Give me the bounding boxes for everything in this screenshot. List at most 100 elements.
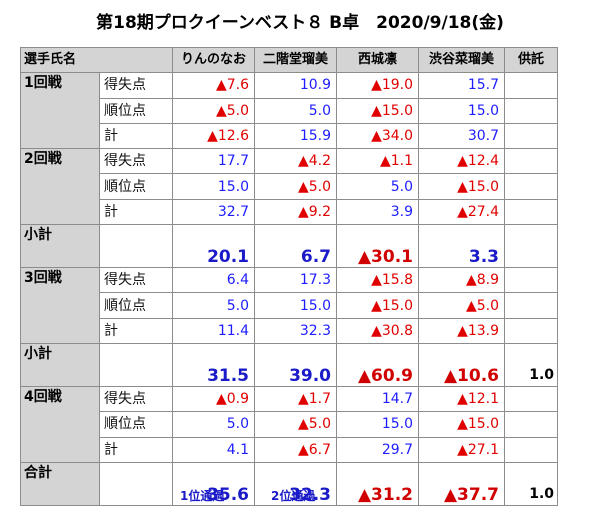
blank-cell [98, 342, 174, 387]
rank-cell: 5.0 [254, 97, 338, 124]
total-cell: 32.7 [172, 198, 256, 226]
total-cell: ▲12.6 [172, 122, 256, 150]
table-row: 順位点 ▲5.0 5.0 ▲15.0 15.0 [21, 97, 559, 124]
rank-cell: ▲15.0 [418, 173, 506, 200]
rank-cell: ▲15.0 [418, 411, 506, 438]
subtotal-cell: ▲30.1 [336, 224, 420, 269]
score-cell: 14.7 [336, 385, 420, 413]
blank-cell [98, 224, 174, 269]
score-cell: ▲12.4 [418, 148, 506, 175]
subtotal-cell: 20.1 [172, 224, 256, 269]
total-cell: 30.7 [418, 122, 506, 150]
total-cell: 4.1 [172, 436, 256, 463]
rank-label: 順位点 [98, 173, 174, 200]
subtotal-cell: ▲60.9 [336, 342, 420, 387]
rank-label: 順位点 [98, 97, 174, 124]
rank-cell: 5.0 [172, 292, 256, 319]
score-label: 得失点 [98, 148, 174, 175]
header-row: 選手氏名 りんのなお 二階堂瑠美 西城凛 渋谷菜瑠美 供託 [19, 46, 559, 74]
player-header: 西城凛 [336, 46, 420, 74]
table-row: 計 ▲12.6 15.9 ▲34.0 30.7 [21, 122, 559, 150]
grand-total-row: 合計 35.6 32.3 ▲31.2 ▲37.7 1.0 [20, 461, 559, 506]
qualify-second-note: 2位通過 [271, 489, 316, 503]
rank-cell: 15.0 [254, 292, 338, 319]
rank-cell: ▲5.0 [418, 292, 506, 319]
subtotal-cell: 31.5 [172, 342, 256, 387]
rank-label: 順位点 [98, 411, 174, 438]
rank-cell: 15.0 [336, 411, 420, 438]
deposit-cell [504, 436, 559, 463]
score-cell: 17.7 [172, 148, 256, 175]
blank-cell [98, 461, 174, 506]
player-header: 二階堂瑠美 [254, 46, 338, 74]
deposit-cell [504, 173, 559, 200]
score-cell: 17.3 [254, 267, 338, 294]
score-cell: ▲8.9 [418, 267, 506, 294]
subtotal-cell: 39.0 [254, 342, 338, 387]
deposit-cell [504, 224, 559, 269]
table-row: 順位点 15.0 ▲5.0 5.0 ▲15.0 [21, 173, 559, 200]
score-label: 得失点 [98, 72, 174, 99]
round-label: 4回戦 [20, 385, 100, 463]
deposit-cell [504, 72, 559, 99]
player-header: 渋谷菜瑠美 [418, 46, 506, 74]
score-cell: ▲7.6 [172, 72, 256, 99]
deposit-cell [504, 267, 559, 294]
grand-total-cell: ▲31.2 [336, 461, 420, 506]
table-row: 順位点 5.0 ▲5.0 15.0 ▲15.0 [21, 411, 559, 438]
total-cell: 3.9 [336, 198, 420, 226]
deposit-cell [504, 148, 559, 175]
table-row: 2回戦 得失点 17.7 ▲4.2 ▲1.1 ▲12.4 [20, 148, 559, 226]
total-label: 計 [98, 436, 174, 463]
table-row: 1回戦 得失点 ▲7.6 10.9 ▲19.0 15.7 [20, 72, 559, 150]
round-label: 3回戦 [20, 267, 100, 344]
total-cell: ▲6.7 [254, 436, 338, 463]
table-row: 3回戦 得失点 6.4 17.3 ▲15.8 ▲8.9 [20, 267, 559, 344]
subtotal-cell: 6.7 [254, 224, 338, 269]
deposit-cell: 1.0 [504, 342, 559, 387]
score-cell: ▲0.9 [172, 385, 256, 413]
round-label: 2回戦 [20, 148, 100, 226]
grand-total-cell: ▲37.7 [418, 461, 506, 506]
score-cell: ▲4.2 [254, 148, 338, 175]
deposit-cell [504, 411, 559, 438]
total-cell: 11.4 [172, 317, 256, 344]
total-cell: ▲27.1 [418, 436, 506, 463]
rank-cell: 5.0 [336, 173, 420, 200]
deposit-cell [504, 317, 559, 344]
total-cell: ▲27.4 [418, 198, 506, 226]
rank-cell: ▲15.0 [336, 292, 420, 319]
total-cell: ▲30.8 [336, 317, 420, 344]
total-cell: ▲34.0 [336, 122, 420, 150]
score-cell: ▲12.1 [418, 385, 506, 413]
qualify-first-note: 1位通過 [180, 489, 225, 503]
round-label: 1回戦 [20, 72, 100, 150]
subtotal-row: 小計 31.5 39.0 ▲60.9 ▲10.6 1.0 [20, 342, 559, 387]
rank-cell: 5.0 [172, 411, 256, 438]
score-cell: ▲1.1 [336, 148, 420, 175]
score-cell: ▲19.0 [336, 72, 420, 99]
grand-total-cell: 35.6 [172, 461, 256, 506]
total-cell: 15.9 [254, 122, 338, 150]
rank-cell: ▲5.0 [172, 97, 256, 124]
subtotal-label: 小計 [20, 342, 100, 387]
table-row: 計 4.1 ▲6.7 29.7 ▲27.1 [21, 436, 559, 463]
deposit-cell [504, 122, 559, 150]
rank-label: 順位点 [98, 292, 174, 319]
score-label: 得失点 [98, 385, 174, 413]
rank-cell: ▲5.0 [254, 173, 338, 200]
player-header: りんのなお [172, 46, 256, 74]
rank-cell: 15.0 [172, 173, 256, 200]
rank-cell: ▲5.0 [254, 411, 338, 438]
rank-cell: ▲15.0 [336, 97, 420, 124]
score-cell: ▲1.7 [254, 385, 338, 413]
deposit-cell [504, 292, 559, 319]
total-cell: 29.7 [336, 436, 420, 463]
score-label: 得失点 [98, 267, 174, 294]
score-cell: ▲15.8 [336, 267, 420, 294]
player-name-header: 選手氏名 [19, 46, 174, 74]
total-cell: ▲9.2 [254, 198, 338, 226]
score-cell: 10.9 [254, 72, 338, 99]
total-label: 計 [98, 122, 174, 150]
deposit-cell [504, 97, 559, 124]
